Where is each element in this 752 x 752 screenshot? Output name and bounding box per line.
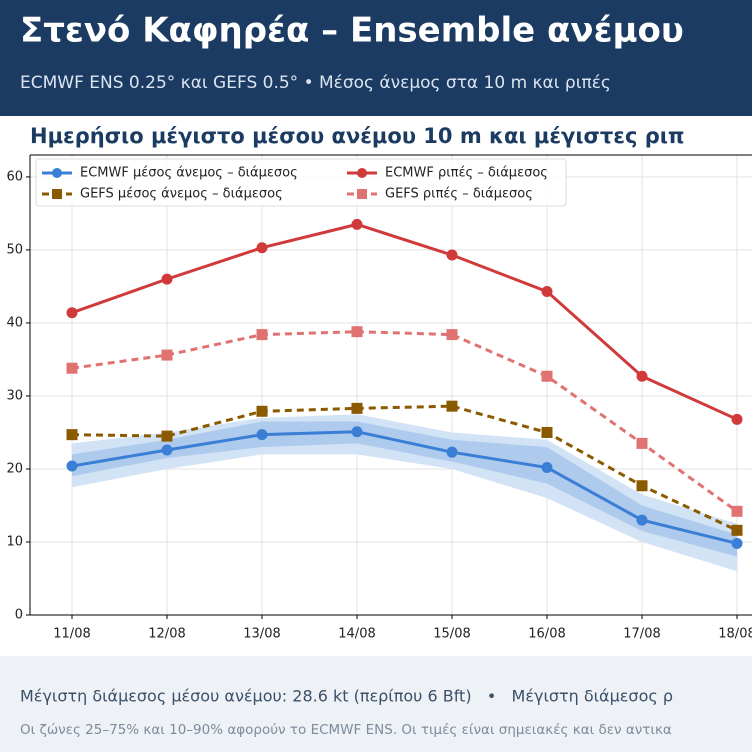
marker (541, 426, 553, 438)
band (72, 421, 737, 557)
x-tick-label: 15/08 (433, 627, 470, 642)
marker (541, 462, 553, 474)
marker (66, 460, 78, 472)
footer-summary: Μέγιστη διάμεσος μέσου ανέμου: 28.6 kt (… (20, 687, 673, 706)
marker (446, 400, 458, 412)
series-line (71, 222, 738, 421)
y-tick-label: 10 (6, 534, 23, 549)
marker (636, 370, 648, 382)
legend-marker (52, 168, 62, 178)
x-tick-label: 13/08 (243, 627, 280, 642)
marker (731, 537, 743, 549)
marker (731, 524, 743, 536)
x-tick-label: 18/08 (718, 627, 752, 642)
y-tick-label: 20 (6, 461, 23, 476)
x-tick-label: 14/08 (338, 627, 375, 642)
header (0, 0, 752, 116)
marker (66, 362, 78, 374)
marker (541, 286, 553, 298)
series-line (71, 404, 738, 532)
marker (66, 307, 78, 319)
marker (541, 370, 553, 382)
y-tick-label: 0 (15, 608, 23, 623)
marker (256, 242, 268, 254)
marker (636, 480, 648, 492)
marker (636, 514, 648, 526)
marker (256, 329, 268, 341)
footer-note: Οι ζώνες 25–75% και 10–90% αφορούν το EC… (20, 722, 672, 738)
chart-title: Ημερήσιο μέγιστο μέσου ανέμου 10 m και μ… (30, 124, 685, 148)
x-tick-label: 16/08 (528, 627, 565, 642)
legend-label: ECMWF μέσος άνεμος – διάμεσος (80, 166, 298, 181)
x-tick-label: 17/08 (623, 627, 660, 642)
x-tick-label: 12/08 (148, 627, 185, 642)
y-tick-label: 30 (6, 388, 23, 403)
marker (256, 405, 268, 417)
marker (446, 249, 458, 261)
series-line (71, 330, 738, 513)
page-subtitle: ECMWF ENS 0.25° και GEFS 0.5° • Μέσος άν… (20, 73, 611, 93)
y-tick-label: 40 (6, 315, 23, 330)
series-line (71, 430, 738, 545)
page-title: Στενό Καφηρέα – Ensemble ανέμου (20, 11, 684, 51)
y-tick-label: 60 (6, 169, 23, 184)
marker (161, 273, 173, 285)
marker (351, 402, 363, 414)
marker (351, 326, 363, 338)
marker (446, 446, 458, 458)
legend-label: ECMWF ριπές – διάμεσος (385, 166, 548, 181)
legend-label: GEFS μέσος άνεμος – διάμεσος (80, 187, 283, 202)
marker (161, 430, 173, 442)
x-tick-label: 11/08 (53, 627, 90, 642)
plot-background (30, 155, 752, 615)
marker (351, 218, 363, 230)
legend-box (35, 158, 567, 207)
marker (446, 329, 458, 341)
marker (731, 413, 743, 425)
band (72, 414, 737, 572)
legend-marker (357, 189, 367, 199)
legend-marker (52, 189, 62, 199)
marker (66, 429, 78, 441)
marker (636, 437, 648, 449)
marker (161, 349, 173, 361)
marker (256, 429, 268, 441)
y-tick-label: 50 (6, 242, 23, 257)
marker (731, 505, 743, 517)
plot-area: 0 10 20 30 40 50 60 11/08 12/08 13/08 14/08 15/08 16… (6, 154, 752, 642)
legend-label: GEFS ριπές – διάμεσος (385, 187, 533, 202)
marker (351, 426, 363, 438)
marker (161, 444, 173, 456)
legend-marker (357, 168, 367, 178)
